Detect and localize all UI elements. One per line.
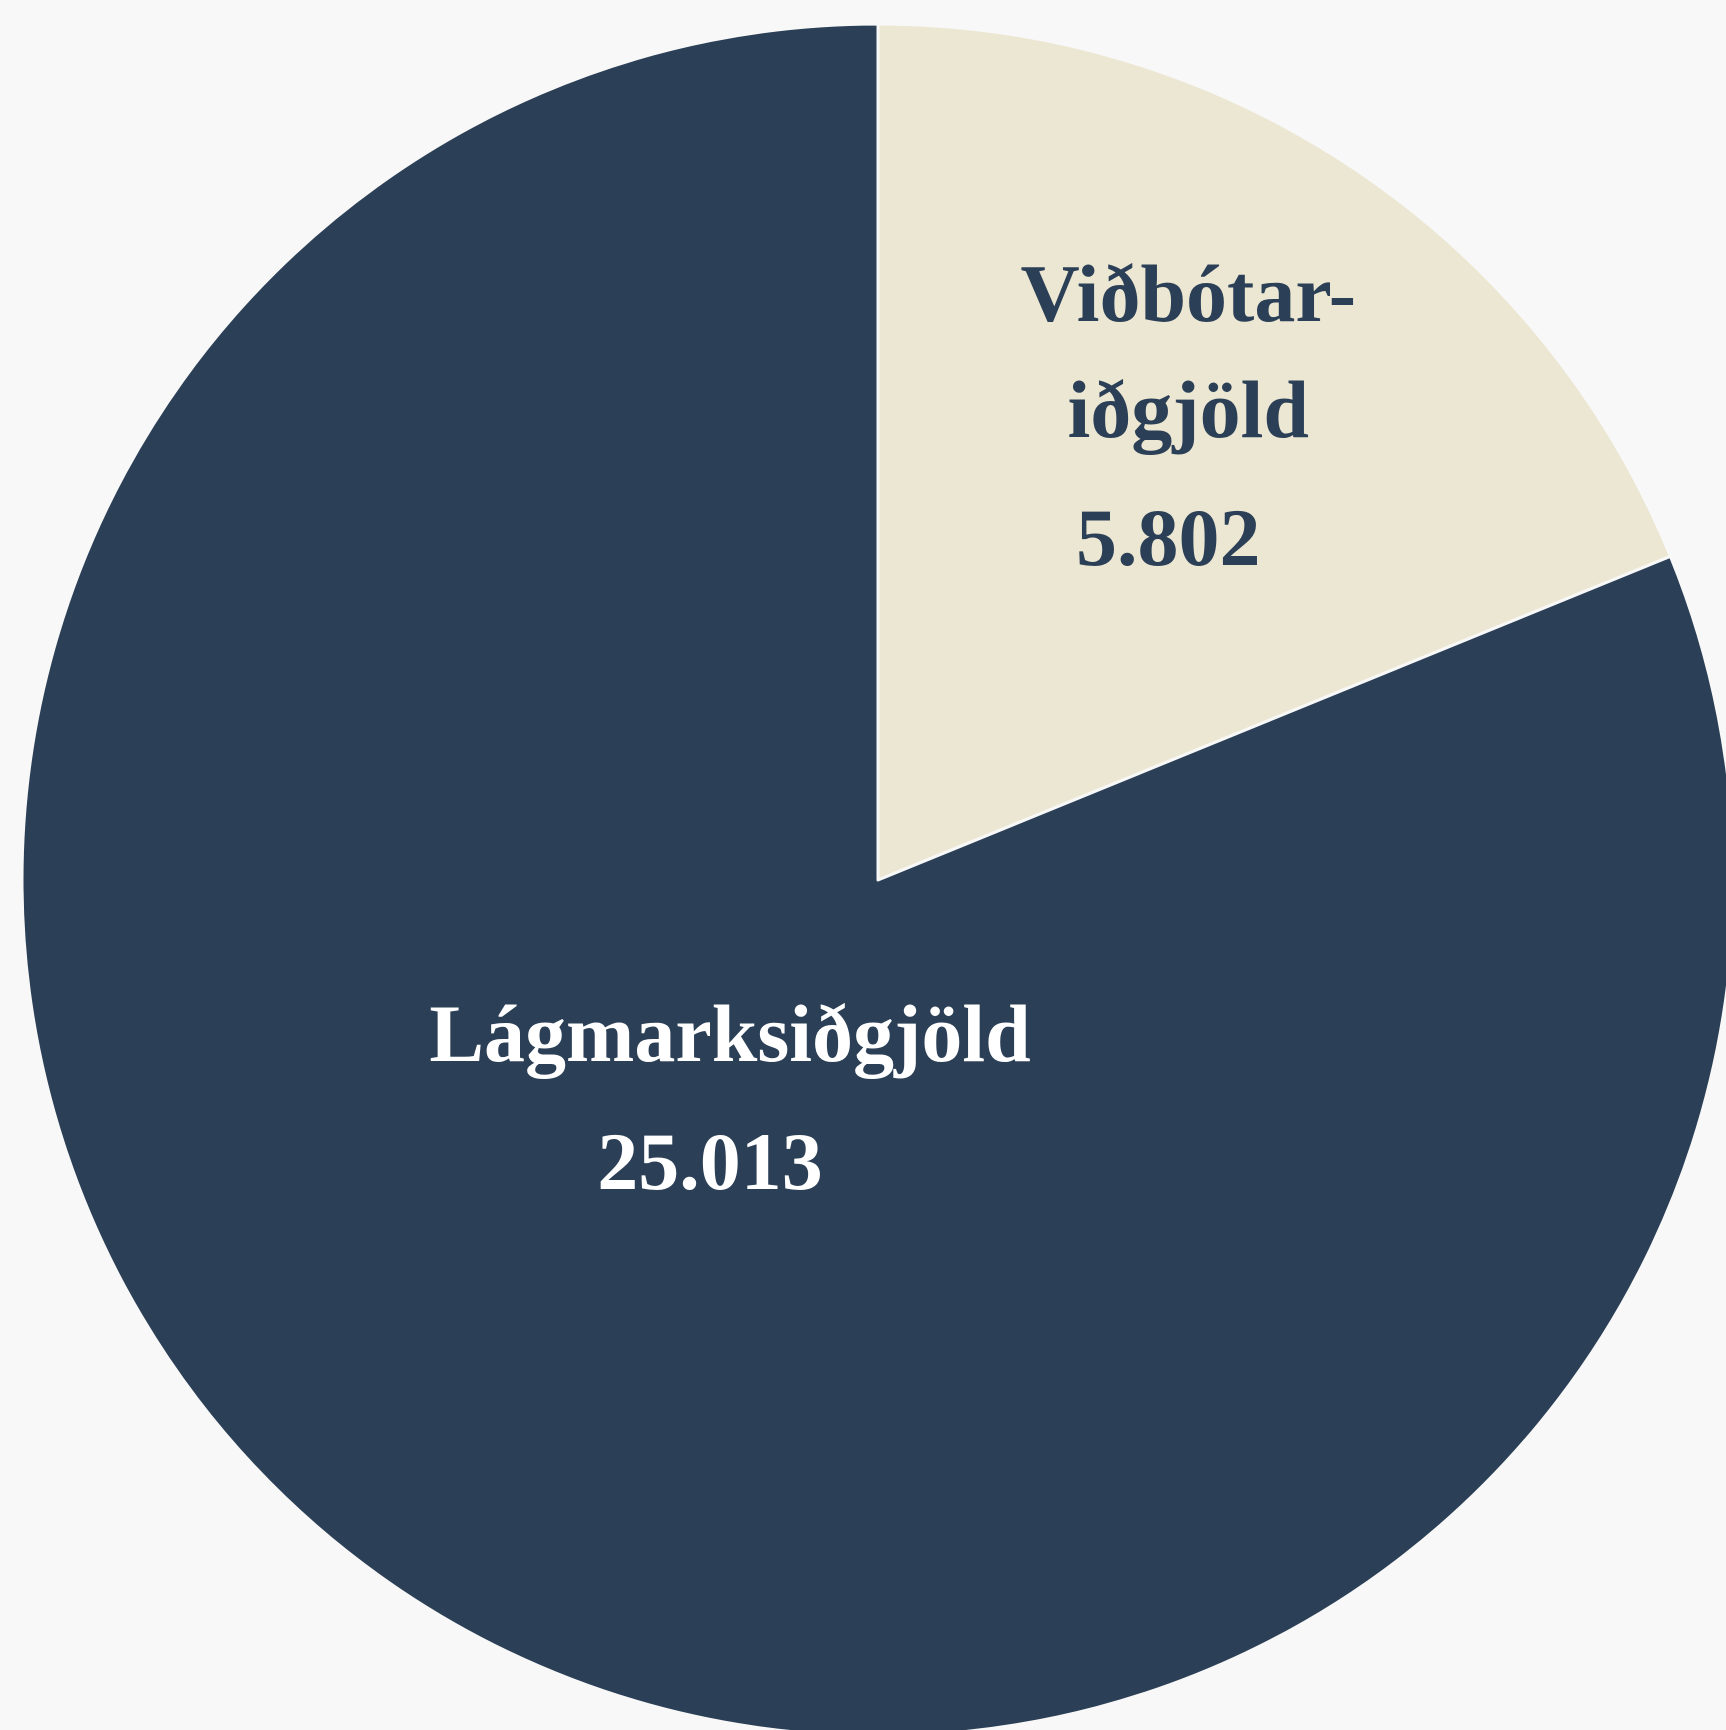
slice-value-label: 5.802 bbox=[1076, 492, 1261, 583]
slice-label: Lágmarksiðgjöld bbox=[429, 988, 1030, 1079]
slice-label: Viðbótar- bbox=[1020, 248, 1356, 339]
slice-label: iðgjöld bbox=[1068, 364, 1309, 455]
slice-value-label: 25.013 bbox=[597, 1116, 823, 1207]
pie-slice bbox=[876, 22, 1672, 882]
pie-slice bbox=[20, 22, 1726, 1730]
